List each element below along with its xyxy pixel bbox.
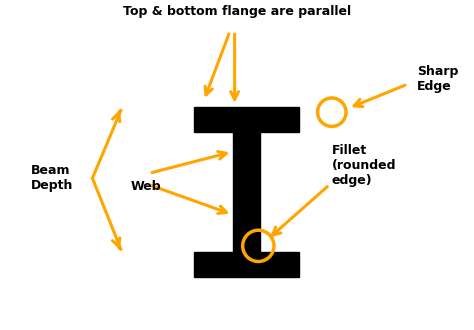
- Text: Fillet
(rounded
edge): Fillet (rounded edge): [332, 144, 396, 186]
- Bar: [194, 107, 299, 132]
- Bar: [233, 130, 259, 252]
- Text: Sharp
Edge: Sharp Edge: [417, 65, 458, 93]
- Text: Top & bottom flange are parallel: Top & bottom flange are parallel: [123, 5, 351, 18]
- Text: Beam
Depth: Beam Depth: [31, 164, 73, 192]
- Bar: [194, 252, 299, 277]
- Text: Web: Web: [130, 180, 161, 193]
